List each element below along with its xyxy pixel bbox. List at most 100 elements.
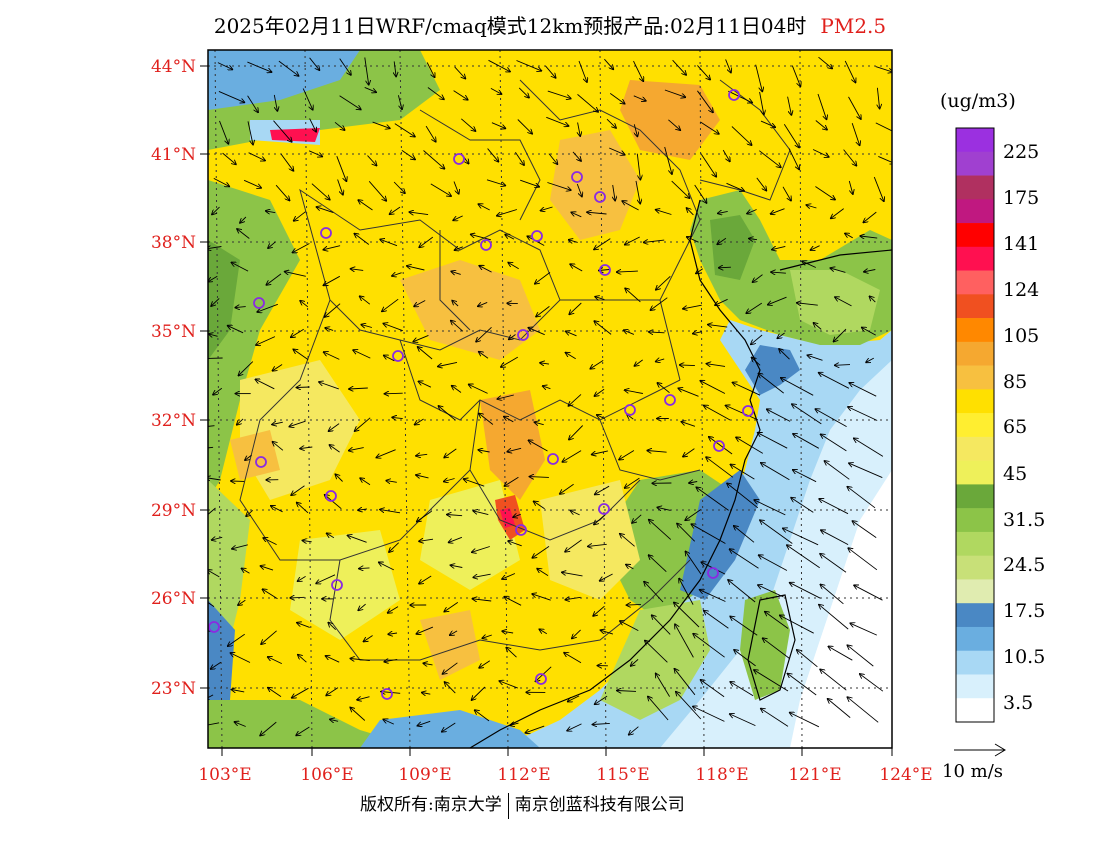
wind-arrow (761, 709, 789, 727)
wind-arrow (316, 574, 336, 584)
wind-arrow (704, 406, 731, 421)
wind-arrow (326, 687, 339, 696)
colorbar-label: 45 (1003, 463, 1027, 485)
wind-arrow (569, 240, 578, 243)
wind-arrow (278, 60, 299, 76)
wind-arrow (394, 61, 396, 76)
lon-label: 115°E (596, 765, 649, 785)
wind-arrow (325, 303, 341, 317)
wind-arrow (245, 454, 252, 460)
wind-arrow (536, 306, 550, 316)
wind-arrow (364, 635, 373, 642)
wind-arrow (532, 546, 550, 557)
wind-arrow (631, 659, 639, 666)
wind-arrow (782, 186, 791, 201)
wind-arrow (376, 449, 396, 458)
wind-arrow (768, 296, 787, 305)
wind-arrow (273, 120, 292, 142)
station-marker (598, 503, 610, 515)
wind-arrow (535, 272, 551, 283)
wind-arrow (473, 573, 491, 577)
wind-arrow (844, 60, 855, 83)
wind-arrow (367, 155, 377, 166)
title-species: PM2.5 (820, 14, 887, 38)
wind-arrow (525, 725, 545, 733)
wind-arrow (831, 208, 844, 219)
wind-arrow (864, 270, 876, 272)
colorbar-label: 124 (1003, 279, 1039, 301)
wind-arrow (384, 659, 398, 661)
wind-arrow (706, 457, 734, 478)
wind-arrow (843, 149, 857, 166)
station-marker (707, 567, 719, 579)
wind-arrow (722, 149, 730, 161)
wind-arrow (218, 90, 245, 102)
wind-arrow (231, 653, 251, 663)
wind-arrow (728, 580, 756, 603)
wind-arrow (541, 206, 553, 211)
wind-arrow (300, 447, 313, 449)
wind-arrow (219, 120, 229, 144)
colorbar-swatch (956, 294, 994, 319)
lon-label: 112°E (497, 765, 550, 785)
station-marker (713, 440, 725, 452)
colorbar-swatch (956, 460, 994, 485)
wind-arrow (595, 485, 610, 494)
wind-arrow (845, 233, 853, 239)
colorbar-swatch (956, 199, 994, 224)
wind-arrow (825, 461, 850, 480)
wind-arrow (384, 356, 395, 362)
wind-arrow (759, 555, 788, 571)
wind-arrow (532, 594, 551, 601)
wind-arrow (633, 60, 644, 81)
wind-arrow (472, 686, 486, 700)
wind-arrow (687, 237, 699, 243)
wind-arrow (848, 180, 853, 194)
wind-arrow (478, 450, 490, 452)
lon-label: 106°E (300, 765, 353, 785)
wind-arrow (297, 387, 310, 388)
wind-arrow (627, 604, 642, 605)
colorbar-label: 3.5 (1003, 692, 1033, 714)
wind-arrow (445, 682, 456, 694)
wind-arrow (534, 501, 545, 510)
wind-arrow (327, 533, 335, 539)
wind-arrow (293, 349, 309, 360)
wind-arrow (413, 334, 429, 341)
wind-arrow (633, 95, 646, 101)
wind-arrow (752, 358, 761, 366)
wind-arrow (502, 573, 516, 580)
longitude-labels: 103°E 106°E 109°E 112°E 115°E 118°E 121°… (198, 765, 932, 785)
wind-arrow (577, 94, 599, 111)
wind-arrow (418, 720, 431, 725)
wind-arrow (587, 212, 607, 214)
wind-arrow (677, 524, 696, 542)
wind-arrow (691, 524, 726, 544)
wind-arrow (569, 302, 582, 314)
wind-arrow (266, 211, 276, 213)
wind-arrow (592, 450, 608, 455)
wind-arrow (755, 64, 763, 92)
wind-arrow (439, 406, 456, 421)
wind-arrow (208, 694, 214, 699)
wind-arrow (290, 597, 305, 598)
wind-arrow (509, 334, 516, 340)
wind-arrow (291, 485, 305, 495)
wind-arrow (594, 514, 606, 525)
wind-arrow (453, 90, 468, 100)
wind-arrow (578, 60, 587, 82)
colorbar-frame (955, 127, 995, 723)
wind-arrow (819, 499, 849, 515)
wind-arrow (303, 541, 312, 542)
copyright-separator (507, 792, 509, 819)
wind-arrow (547, 182, 570, 191)
wind-arrow (388, 633, 398, 634)
wind-arrow (469, 385, 488, 394)
colorbar-swatch (956, 223, 994, 248)
wind-arrow (681, 422, 696, 427)
wind-arrow (271, 506, 283, 513)
wind-arrow (717, 237, 727, 244)
colorbar-swatch (956, 128, 994, 153)
wind-arrow (273, 364, 283, 371)
wind-arrow (222, 152, 236, 164)
